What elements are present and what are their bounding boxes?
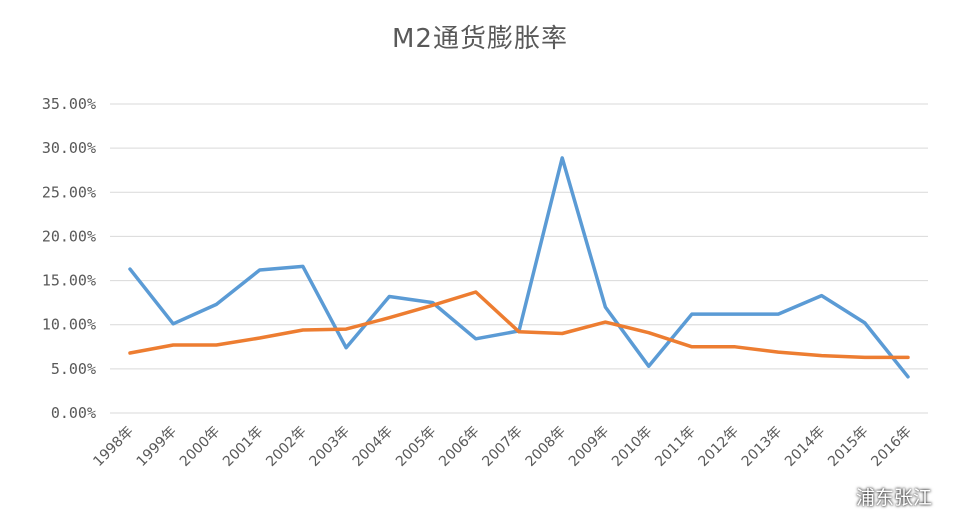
x-tick-label: 2003年 <box>307 424 353 470</box>
x-tick-label: 2008年 <box>523 424 569 470</box>
x-tick-label: 2011年 <box>652 424 698 470</box>
x-tick-label: 2014年 <box>782 424 828 470</box>
y-tick-label: 20.00% <box>42 227 96 245</box>
x-tick-label: 2002年 <box>263 424 309 470</box>
x-tick-label: 2006年 <box>436 424 482 470</box>
y-tick-label: 5.00% <box>51 360 96 378</box>
y-tick-label: 10.00% <box>42 316 96 334</box>
x-tick-label: 2015年 <box>825 424 871 470</box>
x-tick-label: 2010年 <box>609 424 655 470</box>
x-tick-label: 2007年 <box>479 424 525 470</box>
x-tick-label: 2000年 <box>177 424 223 470</box>
x-axis-ticks: 1998年1999年2000年2001年2002年2003年2004年2005年… <box>90 424 914 470</box>
x-tick-label: 2016年 <box>868 424 914 470</box>
y-axis-ticks: 0.00% 5.00% 10.00% 15.00% 20.00% 25.00% 30.00%… <box>42 95 96 422</box>
x-tick-label: 2005年 <box>393 424 439 470</box>
x-tick-label: 2013年 <box>739 424 785 470</box>
series-line-blue <box>128 156 910 379</box>
series-lines <box>128 156 910 379</box>
y-tick-label: 25.00% <box>42 183 96 201</box>
y-tick-label: 0.00% <box>51 404 96 422</box>
series-line-orange <box>128 290 910 360</box>
gridlines <box>110 103 928 414</box>
x-tick-label: 2001年 <box>220 424 266 470</box>
watermark-text: 浦东张江 <box>855 487 932 509</box>
x-tick-label: 1998年 <box>90 424 136 470</box>
x-tick-label: 2009年 <box>566 424 612 470</box>
x-tick-label: 2012年 <box>696 424 742 470</box>
y-tick-label: 30.00% <box>42 139 96 157</box>
x-tick-label: 2004年 <box>350 424 396 470</box>
y-tick-label: 35.00% <box>42 95 96 113</box>
x-tick-label: 1999年 <box>134 424 180 470</box>
y-tick-label: 15.00% <box>42 272 96 290</box>
watermark: 浦东张江 <box>823 483 932 510</box>
chart-title: M2通货膨胀率 <box>392 24 568 54</box>
wechat-bubble-icon <box>823 486 850 508</box>
